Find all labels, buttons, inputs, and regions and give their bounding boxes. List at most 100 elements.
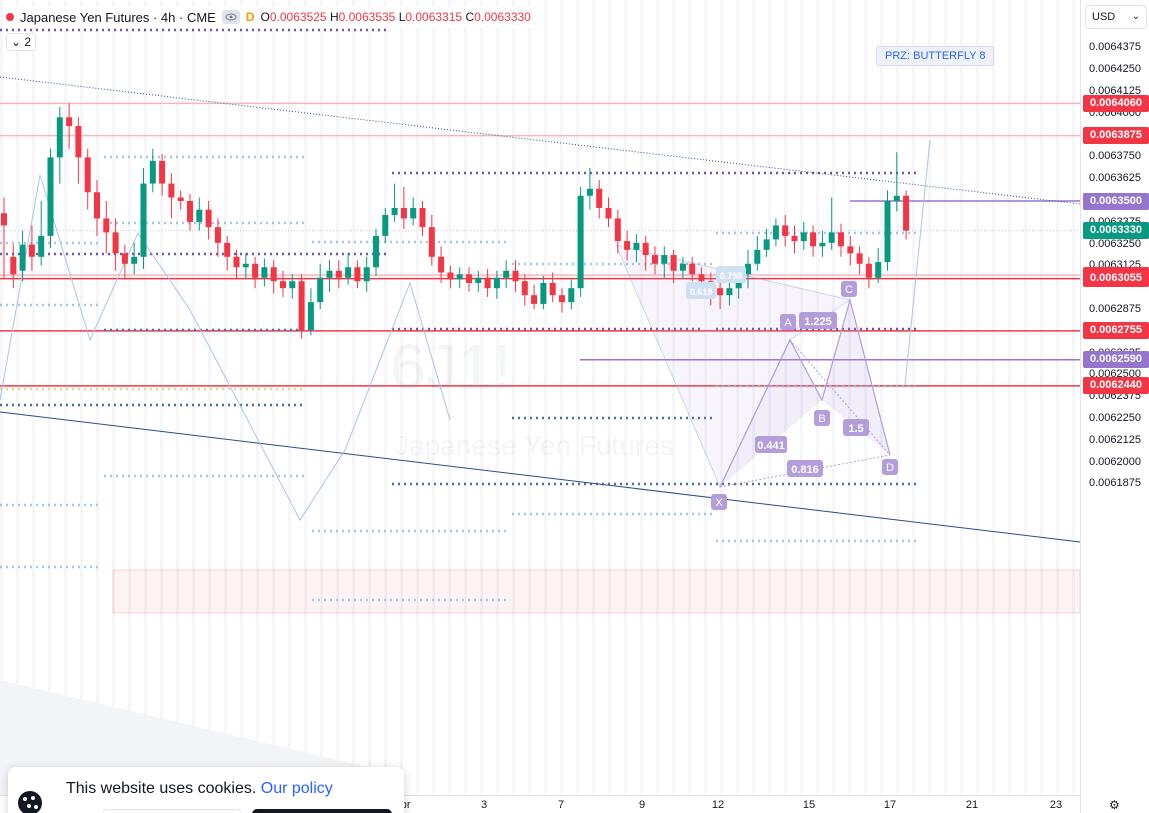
price-level-tag[interactable]: 0.0063875 bbox=[1083, 127, 1149, 145]
background-band bbox=[144, 0, 147, 795]
pattern-ratio-badge bbox=[686, 282, 716, 299]
high-value: 0.0063535 bbox=[338, 10, 396, 24]
background-band bbox=[624, 0, 627, 795]
candle-body bbox=[233, 256, 240, 268]
open-value: 0.0063525 bbox=[269, 10, 327, 24]
candle-body bbox=[196, 209, 203, 222]
background-band bbox=[288, 0, 291, 795]
currency-select[interactable]: USD ⌄ bbox=[1085, 5, 1147, 29]
candle-body bbox=[1, 213, 7, 226]
candle-body bbox=[10, 256, 17, 275]
pattern-point-badge bbox=[711, 494, 727, 510]
price-tick-label: 0.0064125 bbox=[1089, 85, 1141, 97]
candle-body bbox=[94, 192, 100, 219]
background-band bbox=[576, 0, 579, 795]
candle-body bbox=[689, 263, 696, 275]
price-level-tag[interactable]: 0.0063055 bbox=[1083, 270, 1149, 288]
butterfly-bcd-fill bbox=[822, 300, 890, 455]
eye-icon[interactable] bbox=[221, 10, 240, 24]
price-level-tag[interactable]: 0.0062440 bbox=[1083, 377, 1149, 395]
background-band bbox=[656, 0, 659, 795]
pattern-point-label-b: B bbox=[818, 413, 825, 425]
background-band bbox=[448, 0, 451, 795]
background-band bbox=[1056, 0, 1059, 795]
delayed-badge[interactable]: D bbox=[245, 10, 255, 24]
pattern-point-label-c: C bbox=[845, 284, 853, 296]
currency-label: USD bbox=[1092, 11, 1116, 23]
background-band bbox=[80, 0, 83, 795]
watermark-symbol: 6J1! bbox=[390, 331, 511, 403]
ohlc-values: O0.0063525 H0.0063535 L0.0063315 C0.0063… bbox=[261, 10, 531, 24]
candle-body bbox=[754, 249, 761, 264]
candle-body bbox=[270, 267, 277, 282]
candle-body bbox=[828, 232, 835, 243]
price-level-tag[interactable]: 0.0064060 bbox=[1083, 94, 1149, 112]
candle-body bbox=[224, 242, 231, 257]
price-level-tag[interactable]: 0.0062590 bbox=[1083, 351, 1149, 369]
pattern-point-label-a: A bbox=[784, 317, 792, 329]
prz-label[interactable]: PRZ: BUTTERFLY 8 bbox=[876, 46, 995, 66]
price-tick-label: 0.0062250 bbox=[1089, 412, 1141, 424]
background-band bbox=[496, 0, 499, 795]
background-band bbox=[192, 0, 195, 795]
price-axis[interactable]: USD ⌄ 0.0064375 0.0064250 0.0064125 0.00640… bbox=[1080, 0, 1149, 813]
indicators-toggle-button[interactable]: ⌄ 2 bbox=[6, 33, 36, 51]
candle-body bbox=[512, 270, 519, 282]
price-tick-label: 0.0063250 bbox=[1089, 237, 1141, 250]
cookie-policy-link[interactable]: Our policy bbox=[260, 780, 333, 797]
time-tick-label: 3 bbox=[480, 799, 488, 811]
candle-body bbox=[28, 244, 35, 257]
background-band bbox=[432, 0, 435, 795]
pattern-point-badge bbox=[841, 281, 857, 297]
candle-body bbox=[112, 232, 119, 254]
supply-zone bbox=[112, 569, 1080, 614]
time-tick-label: 17 bbox=[883, 799, 897, 811]
background-band bbox=[16, 0, 19, 795]
downtrend-dotted-line bbox=[0, 76, 1080, 205]
candle-body bbox=[856, 253, 863, 264]
candle-body bbox=[140, 183, 147, 257]
time-tick-label: 12 bbox=[711, 799, 725, 811]
settings-gear-icon[interactable]: ⚙ bbox=[1109, 798, 1120, 812]
candle-body bbox=[410, 207, 417, 219]
cookie-icon bbox=[18, 791, 42, 813]
background-band bbox=[848, 0, 851, 795]
butterfly-xab-fill bbox=[720, 340, 822, 487]
background-band bbox=[176, 0, 179, 795]
background-band bbox=[64, 0, 67, 795]
background-band bbox=[768, 0, 771, 795]
candle-body bbox=[307, 302, 314, 331]
candle-body bbox=[400, 207, 407, 219]
candle-body bbox=[280, 281, 286, 289]
candle-body bbox=[261, 267, 268, 278]
chart-area[interactable]: X A B C D 1.225 0.441 0.816 1.5 0.758 0.618 6J1! J… bbox=[0, 0, 1080, 795]
background-band bbox=[1040, 0, 1043, 795]
candle-body bbox=[540, 282, 547, 304]
background-band bbox=[752, 0, 755, 795]
background-band bbox=[352, 0, 355, 795]
candle-body bbox=[503, 270, 510, 278]
price-level-tag[interactable]: 0.0063500 bbox=[1083, 192, 1149, 210]
cookie-manage-button[interactable] bbox=[102, 809, 242, 813]
background-band bbox=[992, 0, 995, 795]
cookie-accept-button[interactable] bbox=[252, 809, 392, 813]
candle-body bbox=[484, 277, 491, 289]
candle-body bbox=[810, 232, 817, 247]
background-band bbox=[256, 0, 259, 795]
candle-body bbox=[782, 225, 789, 236]
background-band bbox=[672, 0, 675, 795]
background-band bbox=[864, 0, 867, 795]
candle-body bbox=[884, 201, 891, 263]
price-level-tag[interactable]: 0.0063330 bbox=[1083, 222, 1149, 240]
candle-body bbox=[391, 207, 398, 215]
candle-body bbox=[642, 242, 649, 256]
background-band bbox=[560, 0, 563, 795]
background-band bbox=[608, 0, 611, 795]
symbol-title[interactable]: Japanese Yen Futures · 4h · CME bbox=[20, 9, 216, 25]
chevron-down-icon: ⌄ bbox=[11, 35, 22, 49]
chart-canvas[interactable]: X A B C D 1.225 0.441 0.816 1.5 0.758 0.618 bbox=[0, 0, 1080, 795]
price-level-tag[interactable]: 0.0062755 bbox=[1083, 322, 1149, 340]
candle-body bbox=[893, 195, 900, 201]
candle-body bbox=[382, 214, 389, 236]
background-band bbox=[112, 0, 115, 795]
